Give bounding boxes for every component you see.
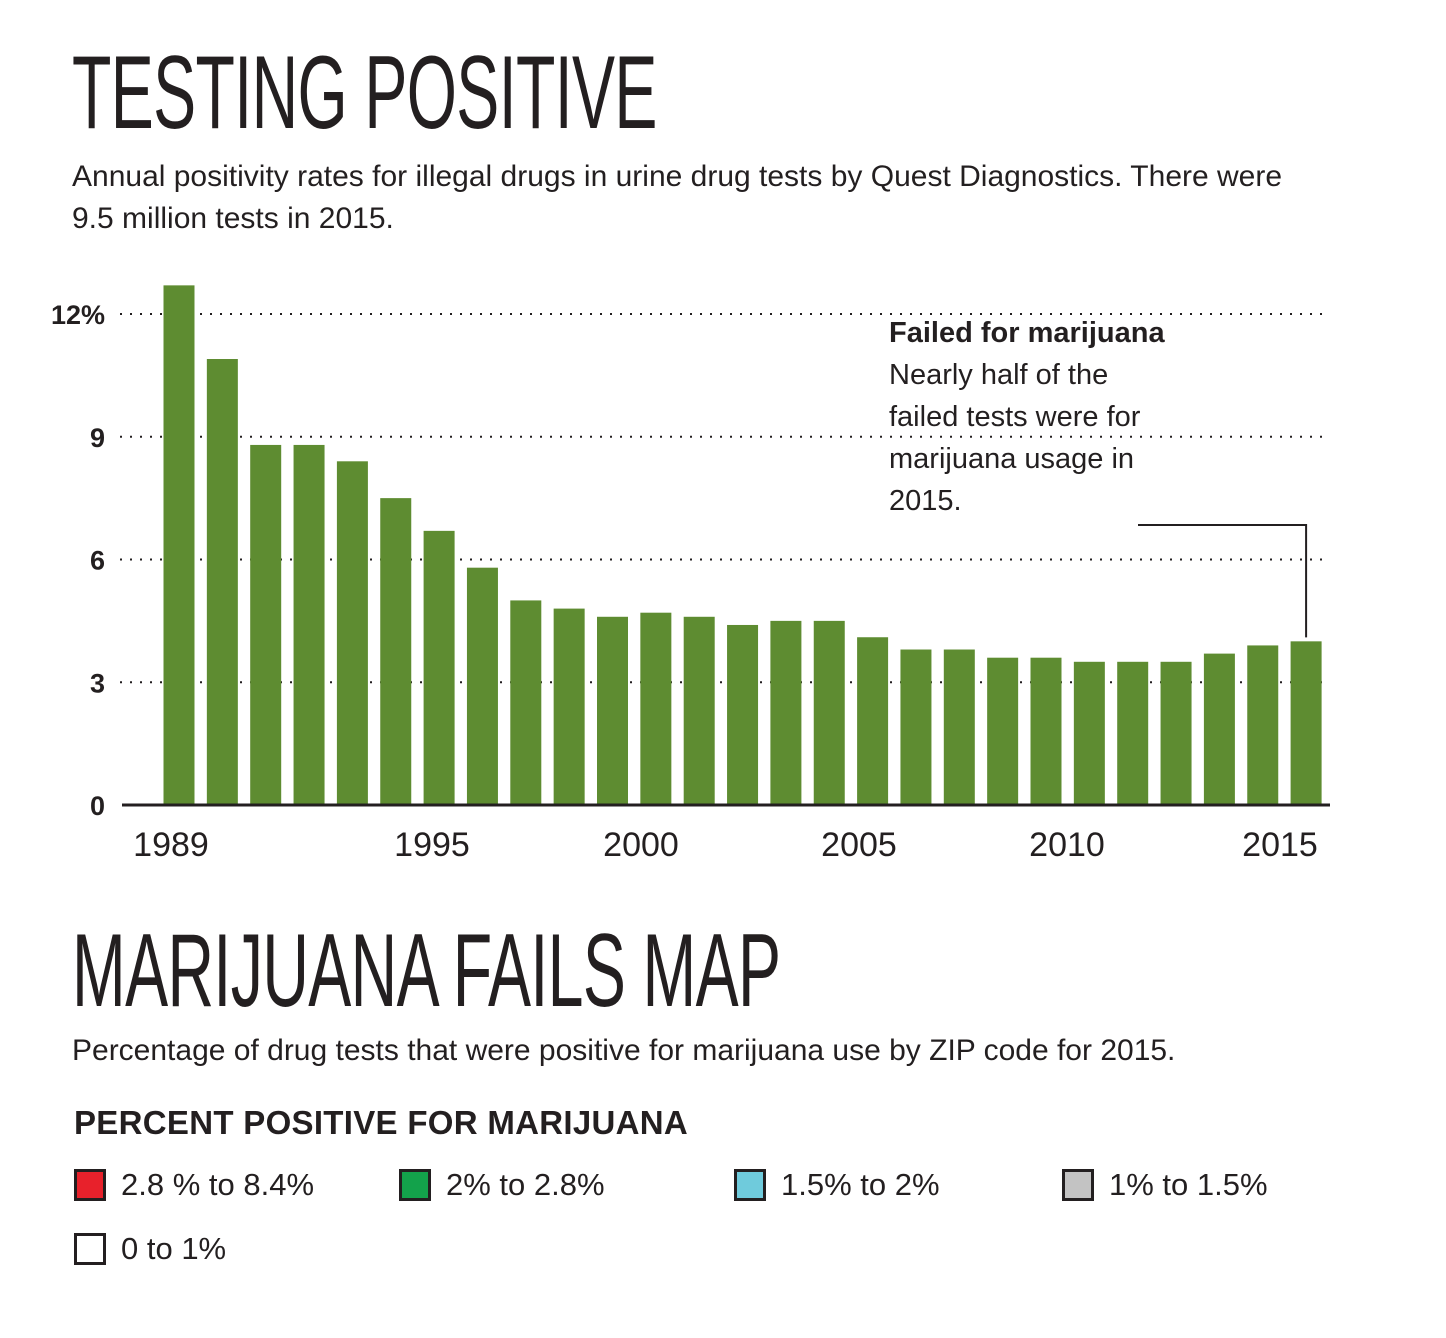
y-tick-label: 0: [90, 791, 105, 821]
x-tick-label: 1989: [133, 826, 209, 864]
x-tick-label: 2010: [1029, 826, 1105, 864]
bar-2003: [770, 620, 802, 805]
bar-2012: [1160, 661, 1192, 805]
annotation-leader-line: [1138, 524, 1308, 638]
annotation-line: marijuana usage in: [889, 443, 1134, 475]
bar-1999: [597, 616, 628, 805]
annotation-line: failed tests were for: [889, 401, 1141, 433]
bar-2004: [813, 620, 845, 805]
map-subtitle: Percentage of drug tests that were posit…: [72, 1034, 1176, 1067]
bar-1991: [250, 444, 282, 805]
x-tick-label: 2005: [821, 826, 897, 864]
legend-label: 2% to 2.8%: [446, 1167, 605, 1202]
y-tick-label: 9: [90, 423, 105, 453]
annotation-line: Nearly half of the: [889, 359, 1108, 391]
bar-2007: [943, 649, 975, 805]
bar-1989: [163, 285, 195, 805]
legend-item-red: 2.8 % to 8.4%: [74, 1165, 314, 1205]
legend-swatch-gray: [1062, 1169, 1094, 1201]
legend-swatch-red: [74, 1169, 106, 1201]
legend-label: 1.5% to 2%: [781, 1167, 940, 1202]
bar-1995: [423, 530, 455, 805]
bar-1994: [380, 498, 412, 805]
y-tick-label: 12%: [51, 300, 105, 330]
legend-item-white: 0 to 1%: [74, 1229, 226, 1269]
bar-1990: [206, 359, 238, 805]
annotation-line: 2015.: [889, 485, 962, 517]
x-tick-label: 2015: [1242, 826, 1318, 864]
bar-2005: [857, 637, 889, 805]
bar-2008: [987, 657, 1019, 805]
bar-1997: [510, 600, 542, 805]
legend-swatch-green: [399, 1169, 431, 1201]
bar-2002: [727, 624, 759, 805]
chart-subtitle: Annual positivity rates for illegal drug…: [72, 160, 1283, 235]
bar-2014: [1247, 645, 1279, 805]
bar-2009: [1030, 657, 1062, 805]
bar-2010: [1073, 661, 1105, 805]
bar-1993: [336, 461, 368, 805]
legend-title: PERCENT POSITIVE FOR MARIJUANA: [74, 1104, 689, 1141]
bar-2011: [1117, 661, 1149, 805]
bar-1992: [293, 444, 325, 805]
bar-2001: [683, 616, 715, 805]
legend-item-green: 2% to 2.8%: [399, 1165, 605, 1205]
bar-2013: [1203, 653, 1235, 805]
legend-swatch-white: [74, 1233, 106, 1265]
legend-swatch-cyan: [734, 1169, 766, 1201]
x-tick-label: 2000: [603, 826, 679, 864]
bar-1998: [553, 608, 585, 805]
chart-title: TESTING POSITIVE: [72, 35, 657, 151]
legend-label: 0 to 1%: [121, 1231, 227, 1266]
legend-label: 2.8 % to 8.4%: [121, 1167, 315, 1202]
x-tick-label: 1995: [394, 826, 470, 864]
legend-item-gray: 1% to 1.5%: [1062, 1165, 1268, 1205]
y-tick-label: 3: [90, 668, 105, 698]
bar-2015: [1290, 641, 1322, 805]
annotation-title: Failed for marijuana: [889, 317, 1165, 349]
bar-chart: 0 3 6 9 12% 1989 1995 2000 2005 2010 2015 Failed fo…: [51, 285, 1330, 864]
y-tick-label: 6: [90, 546, 105, 576]
bar-2006: [900, 649, 932, 805]
bar-2000: [640, 612, 672, 805]
legend-item-cyan: 1.5% to 2%: [734, 1165, 940, 1205]
bar-1996: [466, 567, 498, 805]
legend-label: 1% to 1.5%: [1109, 1167, 1268, 1202]
map-title: MARIJUANA FAILS MAP: [72, 913, 781, 1029]
